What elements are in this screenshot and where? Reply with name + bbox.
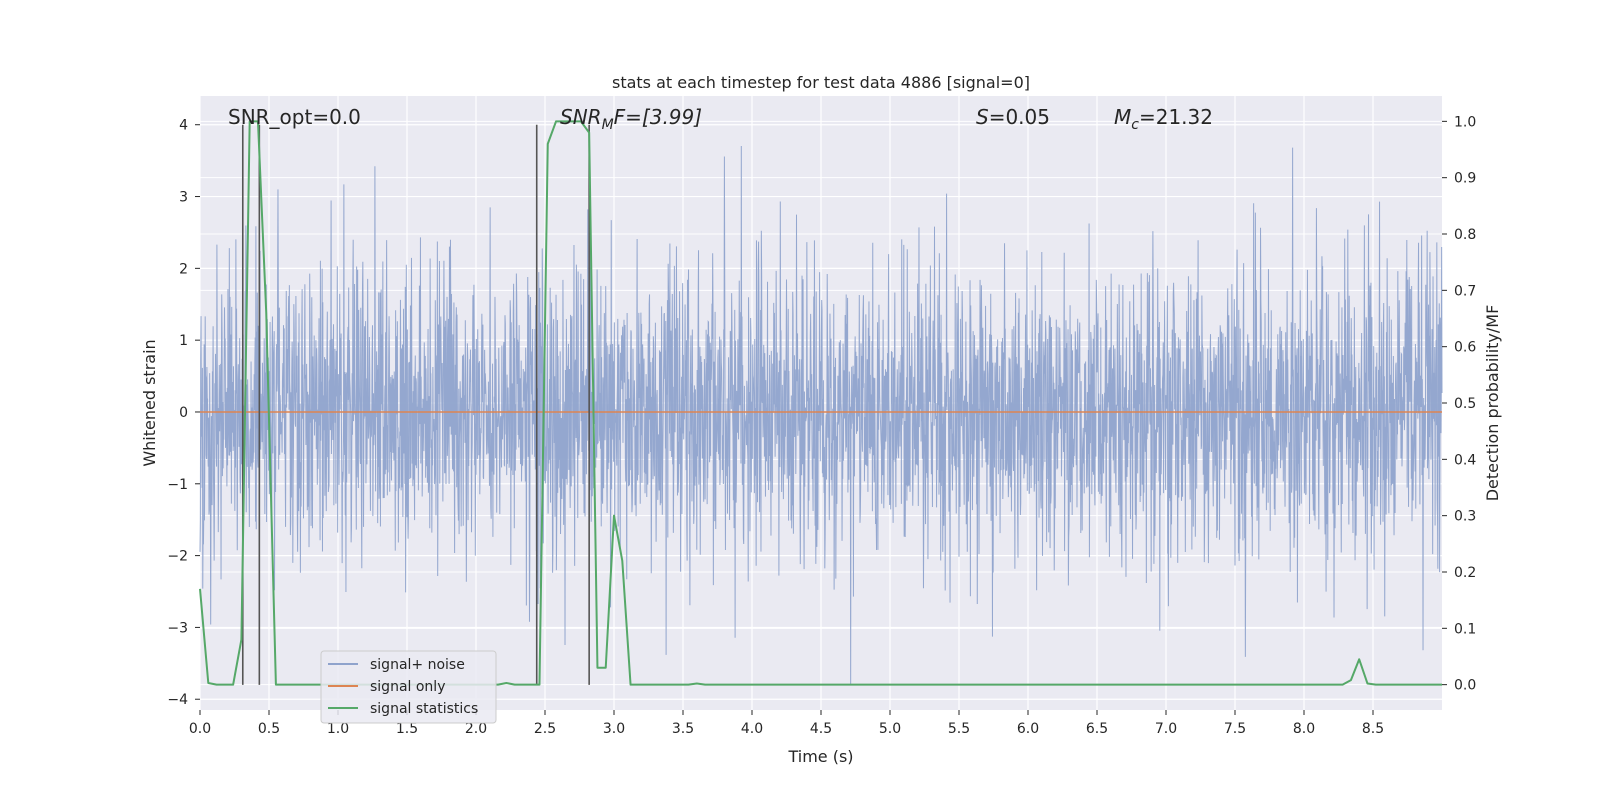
- x-tick-label: 1.5: [396, 721, 418, 737]
- y-tick-label-right: 0.2: [1454, 565, 1476, 581]
- chart-title: stats at each timestep for test data 488…: [612, 73, 1030, 92]
- y-tick-label-left: −1: [167, 477, 188, 493]
- y-tick-label-left: 3: [179, 190, 188, 206]
- y-tick-label-right: 0.8: [1454, 227, 1476, 243]
- y-ticks-right: 1.0 0.9 0.8 0.7 0.6 0.5 0.4 0.3 0.2 0.1 0.0: [1442, 114, 1476, 694]
- legend-label-signal-noise: signal+ noise: [370, 657, 465, 673]
- y-tick-label-right: 0.7: [1454, 283, 1476, 299]
- x-tick-label: 1.0: [327, 721, 349, 737]
- annotation-mc-sub: c: [1131, 117, 1139, 133]
- x-tick-label: 2.0: [465, 721, 487, 737]
- y-tick-label-left: 2: [179, 261, 188, 277]
- y-tick-label-left: 4: [179, 118, 188, 134]
- x-tick-label: 8.0: [1293, 721, 1315, 737]
- x-tick-label: 8.5: [1362, 721, 1384, 737]
- annotation-snr-mf-main: SNR: [560, 105, 602, 129]
- vertical-markers: [241, 124, 590, 685]
- y-tick-label-right: 0.4: [1454, 452, 1476, 468]
- y-tick-label-right: 0.1: [1454, 621, 1476, 637]
- x-tick-label: 0.5: [258, 721, 280, 737]
- annotation-snr-mf-sub: M: [602, 117, 614, 133]
- legend-box: [320, 650, 497, 724]
- y-tick-label-left: 0: [179, 405, 188, 421]
- x-tick-label: 2.5: [534, 721, 556, 737]
- series-signal-noise: [199, 145, 1443, 685]
- annotation-s-rest: =0.05: [989, 105, 1050, 129]
- legend: signal+ noise signal only signal statist…: [320, 650, 497, 724]
- x-tick-label: 6.0: [1017, 721, 1039, 737]
- x-tick-label: 5.0: [879, 721, 901, 737]
- x-tick-label: 7.0: [1155, 721, 1177, 737]
- x-tick-label: 6.5: [1086, 721, 1108, 737]
- x-tick-label: 4.0: [741, 721, 763, 737]
- x-tick-label: 3.0: [603, 721, 625, 737]
- annotation-s: S=0.05: [976, 105, 1050, 129]
- annotation-mc-main: M: [1114, 105, 1131, 129]
- y-axis-label-left: Whitened strain: [140, 339, 159, 466]
- y-tick-label-right: 0.0: [1454, 678, 1476, 694]
- annotation-snr-mf-rest: F=[3.99]: [614, 105, 702, 129]
- y-tick-label-left: −4: [167, 692, 188, 708]
- legend-label-signal-statistics: signal statistics: [370, 701, 478, 717]
- annotation-snr-opt: SNR_opt=0.0: [228, 105, 361, 129]
- annotation-mc-rest: =21.32: [1139, 105, 1213, 129]
- series-line-signal-noise: [199, 145, 1443, 685]
- x-ticks: 0.0 0.5 1.0 1.5 2.0 2.5 3.0 3.5 4.0 4.5 5.0 5.5 6.0 6…: [189, 710, 1384, 737]
- y-ticks-left: 4 3 2 1 0 −1 −2 −3 −4: [167, 118, 200, 708]
- y-tick-label-right: 0.9: [1454, 171, 1476, 187]
- annotation-mc: Mc=21.32: [1114, 105, 1213, 133]
- y-tick-label-left: −3: [167, 620, 188, 636]
- x-tick-label: 3.5: [672, 721, 694, 737]
- y-tick-label-right: 1.0: [1454, 114, 1476, 130]
- y-tick-label-right: 0.6: [1454, 340, 1476, 356]
- x-tick-label: 4.5: [810, 721, 832, 737]
- annotation-snr-mf: SNRMF=[3.99]: [560, 105, 702, 133]
- y-tick-label-left: −2: [167, 549, 188, 565]
- y-tick-label-right: 0.5: [1454, 396, 1476, 412]
- legend-label-signal-only: signal only: [370, 679, 445, 695]
- x-axis-label: Time (s): [787, 747, 853, 766]
- x-tick-label: 7.5: [1224, 721, 1246, 737]
- x-tick-label: 5.5: [948, 721, 970, 737]
- x-tick-label: 0.0: [189, 721, 211, 737]
- y-tick-label-left: 1: [179, 333, 188, 349]
- y-tick-label-right: 0.3: [1454, 509, 1476, 525]
- annotation-s-main: S: [976, 105, 989, 129]
- y-axis-label-right: Detection probability/MF: [1483, 305, 1502, 502]
